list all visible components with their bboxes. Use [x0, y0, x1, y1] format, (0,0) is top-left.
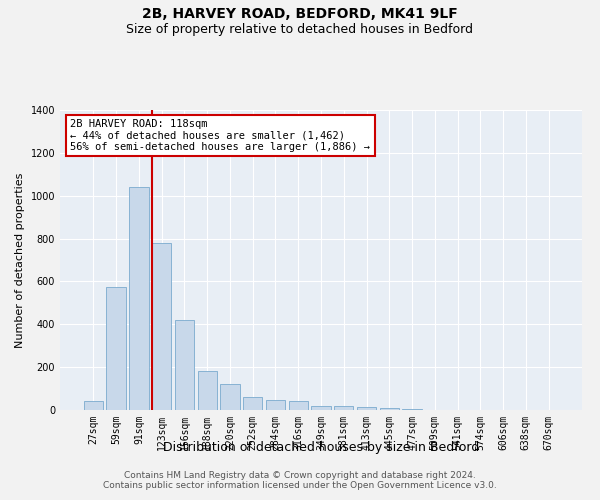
Text: Distribution of detached houses by size in Bedford: Distribution of detached houses by size … [163, 441, 479, 454]
Bar [106, 287, 126, 410]
Text: Size of property relative to detached houses in Bedford: Size of property relative to detached ho… [127, 22, 473, 36]
Bar [289, 402, 308, 410]
Text: 2B HARVEY ROAD: 118sqm
← 44% of detached houses are smaller (1,462)
56% of semi-: 2B HARVEY ROAD: 118sqm ← 44% of detached… [70, 119, 370, 152]
Text: Contains HM Land Registry data © Crown copyright and database right 2024.: Contains HM Land Registry data © Crown c… [124, 472, 476, 480]
Bar [152, 243, 172, 410]
Bar [357, 407, 376, 410]
Bar [175, 320, 194, 410]
Bar [243, 397, 262, 410]
Bar [129, 187, 149, 410]
Bar [380, 408, 399, 410]
Bar [334, 406, 353, 410]
Bar [266, 400, 285, 410]
Bar [311, 406, 331, 410]
Bar [403, 409, 422, 410]
Y-axis label: Number of detached properties: Number of detached properties [15, 172, 25, 348]
Bar [220, 384, 239, 410]
Text: Contains public sector information licensed under the Open Government Licence v3: Contains public sector information licen… [103, 482, 497, 490]
Bar [84, 402, 103, 410]
Bar [197, 372, 217, 410]
Text: 2B, HARVEY ROAD, BEDFORD, MK41 9LF: 2B, HARVEY ROAD, BEDFORD, MK41 9LF [142, 8, 458, 22]
